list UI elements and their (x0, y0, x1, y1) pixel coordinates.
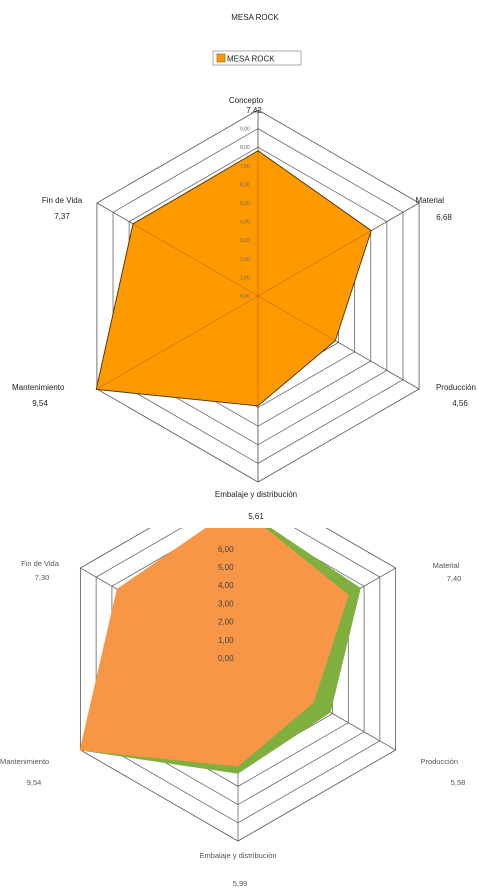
value-label: 7,42 (246, 106, 262, 115)
axis-label: Embalaje y distribución (215, 490, 297, 499)
tick-label: 7,00 (240, 164, 250, 170)
legend-swatch (216, 53, 226, 63)
tick-label: 2,00 (218, 618, 234, 627)
value-label: 6,68 (436, 213, 452, 222)
axis-spoke-overlay (96, 295, 259, 390)
tick-label: 1,00 (240, 275, 250, 281)
axis-label: Fin de Vida (21, 559, 60, 568)
axis-spoke-overlay (96, 202, 259, 297)
axis-spoke-overlay (257, 202, 420, 297)
tick-label: 8,00 (240, 145, 250, 151)
axis-spoke-overlay (257, 295, 420, 390)
axis-label: Material (433, 561, 460, 570)
value-label: 9,54 (27, 778, 42, 787)
legend-entry-mesa-rock: MESA ROCK (227, 55, 275, 64)
value-label: 7,37 (54, 212, 70, 221)
value-label: 7,40 (447, 574, 462, 583)
tick-label: 2,00 (240, 257, 250, 263)
value-label: 7,30 (35, 573, 50, 582)
legend-box (212, 50, 302, 66)
tick-label: 1,00 (218, 636, 234, 645)
tick-label: 0,00 (218, 654, 234, 663)
tick-label: 5,00 (218, 563, 234, 572)
axis-label: Producción (436, 383, 476, 392)
tick-label: 4,00 (218, 581, 234, 590)
value-label: 5,61 (248, 512, 264, 521)
axis-label: Concepto (229, 96, 264, 105)
axis-label: Mantenimiento (12, 383, 65, 392)
tick-label: 6,00 (240, 182, 250, 188)
value-label: 5,99 (233, 879, 248, 888)
tick-label: 4,00 (240, 220, 250, 226)
axis-label: Material (416, 196, 445, 205)
value-label: 4,56 (452, 399, 468, 408)
series-area-series-2 (79, 528, 349, 767)
tick-label: 5,00 (240, 201, 250, 207)
chart2-radar: 0,00 1,00 2,00 3,00 4,00 5,00 6,00 Material 7,40… (0, 528, 466, 888)
axis-label: Fin de Vida (42, 196, 83, 205)
tick-label: 3,00 (218, 599, 234, 608)
value-label: 5,58 (451, 778, 466, 787)
axis-label: Producción (420, 757, 458, 766)
chart1-title: MESA ROCK (231, 13, 279, 22)
tick-label: 9,00 (240, 127, 250, 133)
tick-label: 3,00 (240, 238, 250, 244)
value-label: 9,54 (32, 399, 48, 408)
axis-label: Embalaje y distribución (199, 851, 276, 860)
chart1-legend: MESA ROCK (212, 50, 302, 66)
tick-label: 6,00 (218, 545, 234, 554)
axis-label: Mantenimiento (0, 757, 49, 766)
tick-label: 0,00 (240, 294, 250, 300)
chart1-radar: 0,00 1,00 2,00 3,00 4,00 5,00 6,00 7,00 8,00 9,00… (12, 96, 476, 521)
